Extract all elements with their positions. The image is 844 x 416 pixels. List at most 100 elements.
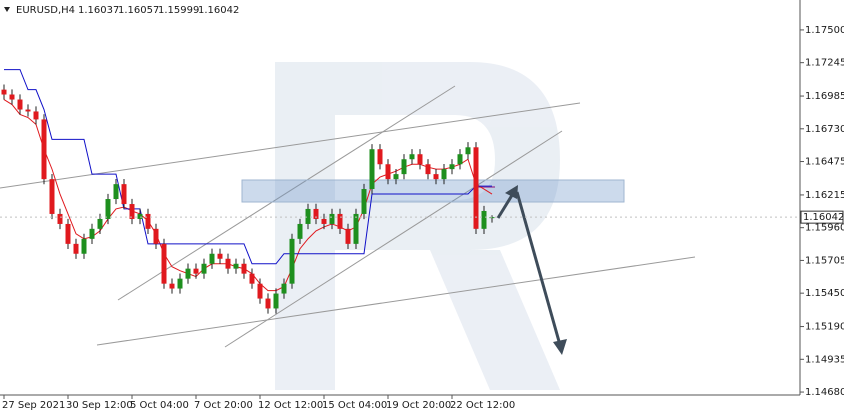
candle-body bbox=[33, 111, 39, 120]
last-price-label: 1.16042 bbox=[803, 212, 844, 223]
ohlc-open: 1.16037 bbox=[78, 5, 119, 16]
x-tick-label: 19 Oct 20:00 bbox=[386, 400, 451, 411]
watermark bbox=[275, 62, 560, 390]
candle-body bbox=[97, 218, 103, 229]
symbol-label: EURUSD,H4 bbox=[16, 5, 75, 16]
candle-body bbox=[217, 253, 223, 259]
candle-body bbox=[369, 149, 375, 190]
candle-body bbox=[457, 154, 463, 165]
ohlc-close: 1.16042 bbox=[198, 5, 239, 16]
candle-body bbox=[441, 169, 447, 180]
candle-body bbox=[345, 228, 351, 244]
plot bbox=[1, 69, 495, 314]
x-tick-label: 15 Oct 04:00 bbox=[322, 400, 387, 411]
x-tick-label: 22 Oct 12:00 bbox=[450, 400, 515, 411]
x-tick-label: 7 Oct 20:00 bbox=[194, 400, 253, 411]
candle-body bbox=[425, 164, 431, 175]
arrow-down bbox=[515, 191, 562, 346]
y-tick-label: 1.16985 bbox=[805, 91, 844, 102]
candle-body bbox=[297, 223, 303, 239]
candle-body bbox=[153, 228, 159, 244]
menu-arrow bbox=[4, 7, 10, 12]
candle-body bbox=[361, 189, 367, 214]
candle-body bbox=[129, 204, 135, 219]
candle-body bbox=[481, 210, 487, 229]
x-tick-label: 27 Sep 2021 bbox=[2, 400, 65, 411]
candle-body bbox=[305, 208, 311, 224]
last-price-box bbox=[800, 210, 844, 224]
ohlc-high: 1.16057 bbox=[118, 5, 159, 16]
candle-body bbox=[433, 174, 439, 180]
candle-body bbox=[121, 184, 127, 205]
candle-body bbox=[329, 213, 335, 224]
indicator-line bbox=[4, 69, 492, 265]
candle-body bbox=[417, 154, 423, 165]
candle-body bbox=[249, 273, 255, 284]
candle-body bbox=[393, 174, 399, 180]
candle-body bbox=[201, 263, 207, 274]
candle-body bbox=[25, 109, 31, 112]
candle-body bbox=[17, 99, 23, 110]
candle-body bbox=[385, 164, 391, 180]
candle-body bbox=[473, 147, 479, 229]
y-tick-label: 1.16475 bbox=[805, 157, 844, 168]
candle-body bbox=[337, 213, 343, 229]
y-tick-label: 1.15705 bbox=[805, 255, 844, 266]
candle-body bbox=[81, 238, 87, 254]
candle-body bbox=[273, 293, 279, 309]
candle-body bbox=[377, 149, 383, 165]
candle-body bbox=[177, 278, 183, 289]
indicator-line bbox=[3, 99, 493, 292]
resistance-zone bbox=[241, 179, 625, 203]
trend-line bbox=[96, 256, 696, 346]
candle-body bbox=[241, 263, 247, 274]
y-tick-label: 1.16215 bbox=[805, 190, 844, 201]
candle-body bbox=[449, 164, 455, 170]
y-tick-label: 1.16730 bbox=[805, 124, 844, 135]
candle-body bbox=[465, 147, 471, 155]
candle-body bbox=[225, 258, 231, 269]
candle-body bbox=[113, 184, 119, 200]
x-tick-label: 12 Oct 12:00 bbox=[258, 400, 323, 411]
y-tick-label: 1.15190 bbox=[805, 322, 844, 333]
forecast-arrows bbox=[496, 185, 567, 355]
candle-body bbox=[321, 218, 327, 224]
candle-body bbox=[49, 179, 55, 214]
candle-body bbox=[353, 213, 359, 244]
candle-body bbox=[41, 119, 47, 180]
trend-line bbox=[224, 130, 563, 348]
candle-body bbox=[169, 283, 175, 289]
candle-body bbox=[281, 283, 287, 294]
candle-body bbox=[233, 263, 239, 269]
candle-body bbox=[65, 223, 71, 244]
ohlc-low: 1.15999 bbox=[158, 5, 199, 16]
y-tick-label: 1.17245 bbox=[805, 58, 844, 69]
candle-body bbox=[9, 94, 15, 100]
y-tick-label: 1.17500 bbox=[805, 25, 844, 36]
candle-body bbox=[137, 213, 143, 219]
candle-body bbox=[401, 159, 407, 175]
candle-body bbox=[265, 298, 271, 309]
candle-body bbox=[89, 228, 95, 239]
candle-body bbox=[73, 243, 79, 254]
y-tick-label: 1.14680 bbox=[805, 387, 844, 398]
y-tick-label: 1.14935 bbox=[805, 354, 844, 365]
arrow-head bbox=[553, 339, 567, 355]
candle-body bbox=[105, 199, 111, 219]
candle-body bbox=[145, 213, 151, 229]
arrow-up bbox=[496, 191, 516, 219]
x-tick-label: 5 Oct 04:00 bbox=[130, 400, 189, 411]
candle-body bbox=[409, 154, 415, 160]
candle-body bbox=[289, 238, 295, 284]
candle-body bbox=[57, 213, 63, 224]
trend-line bbox=[117, 85, 456, 301]
candle-body bbox=[185, 268, 191, 279]
y-tick-label: 1.15960 bbox=[805, 223, 844, 234]
arrow-head bbox=[505, 185, 518, 199]
candle-body bbox=[313, 208, 319, 219]
candle-body bbox=[257, 283, 263, 299]
x-tick-label: 30 Sep 12:00 bbox=[66, 400, 133, 411]
candle-body bbox=[209, 253, 215, 264]
candle-body bbox=[161, 243, 167, 284]
